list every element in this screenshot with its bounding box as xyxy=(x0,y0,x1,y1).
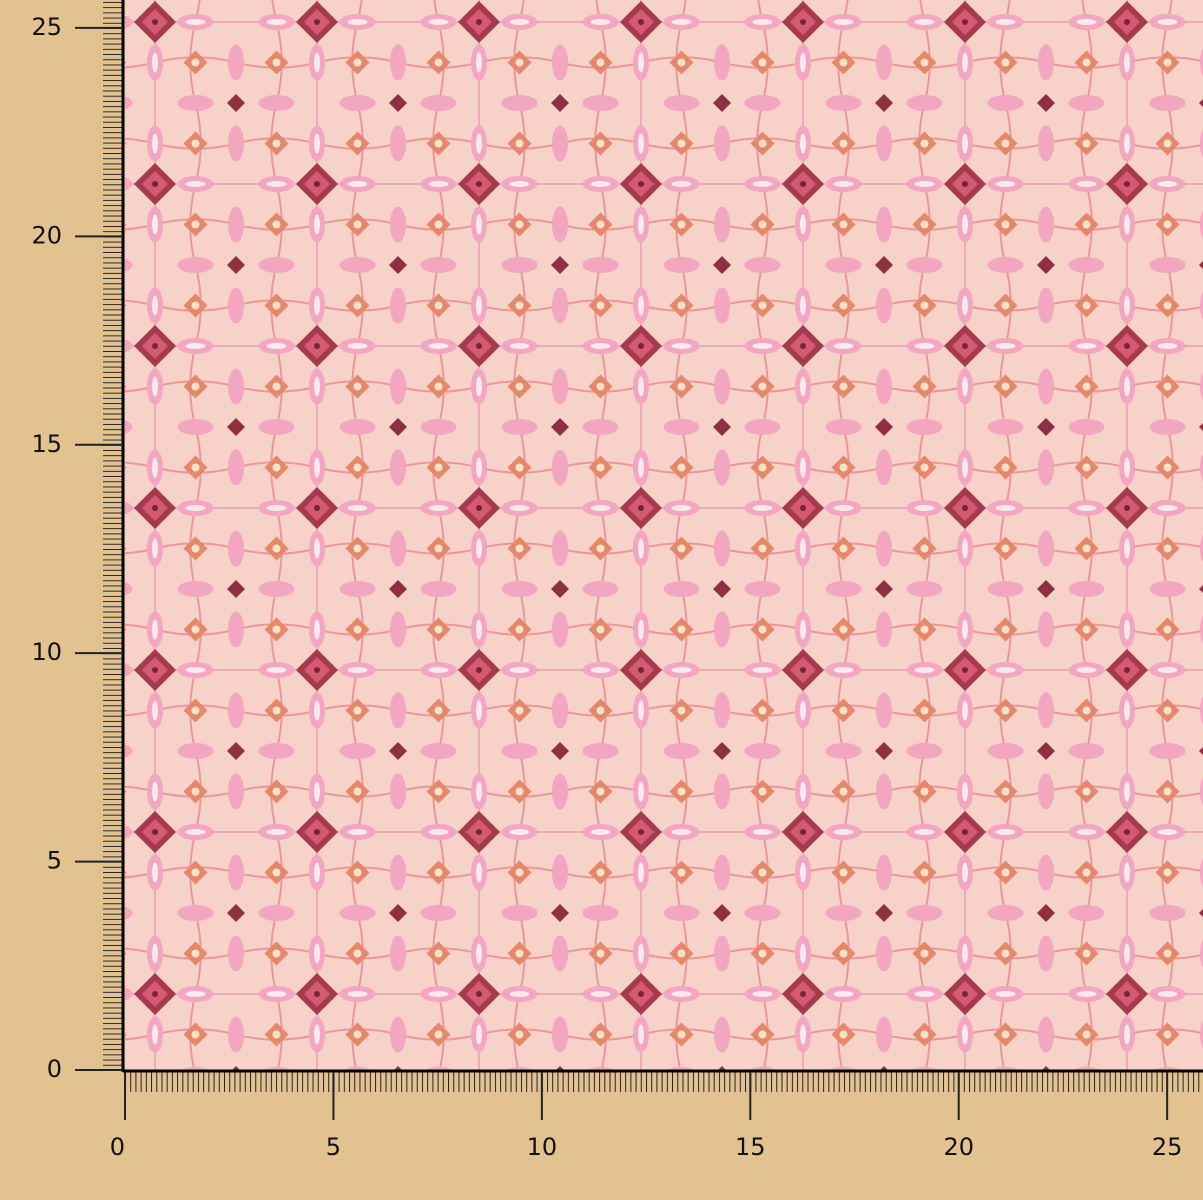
y-minor-ticks xyxy=(103,0,123,1070)
x-tick-label: 25 xyxy=(1152,1133,1183,1161)
ruler-ticks: 0 5 10 15 20 25 0 5 10 15 20 25 xyxy=(31,13,1182,1161)
y-tick-label: 0 xyxy=(47,1055,62,1083)
x-tick-label: 10 xyxy=(527,1133,558,1161)
y-tick-label: 5 xyxy=(47,847,62,875)
y-tick-label: 25 xyxy=(31,13,62,41)
y-tick-label: 15 xyxy=(31,430,62,458)
x-tick-label: 5 xyxy=(326,1133,341,1161)
x-minor-ticks xyxy=(125,1072,1203,1092)
y-tick-label: 20 xyxy=(31,221,62,249)
fabric-print xyxy=(125,0,1203,1070)
y-tick-label: 10 xyxy=(31,638,62,666)
x-tick-label: 0 xyxy=(110,1133,125,1161)
x-tick-label: 20 xyxy=(943,1133,974,1161)
x-tick-label: 15 xyxy=(735,1133,766,1161)
